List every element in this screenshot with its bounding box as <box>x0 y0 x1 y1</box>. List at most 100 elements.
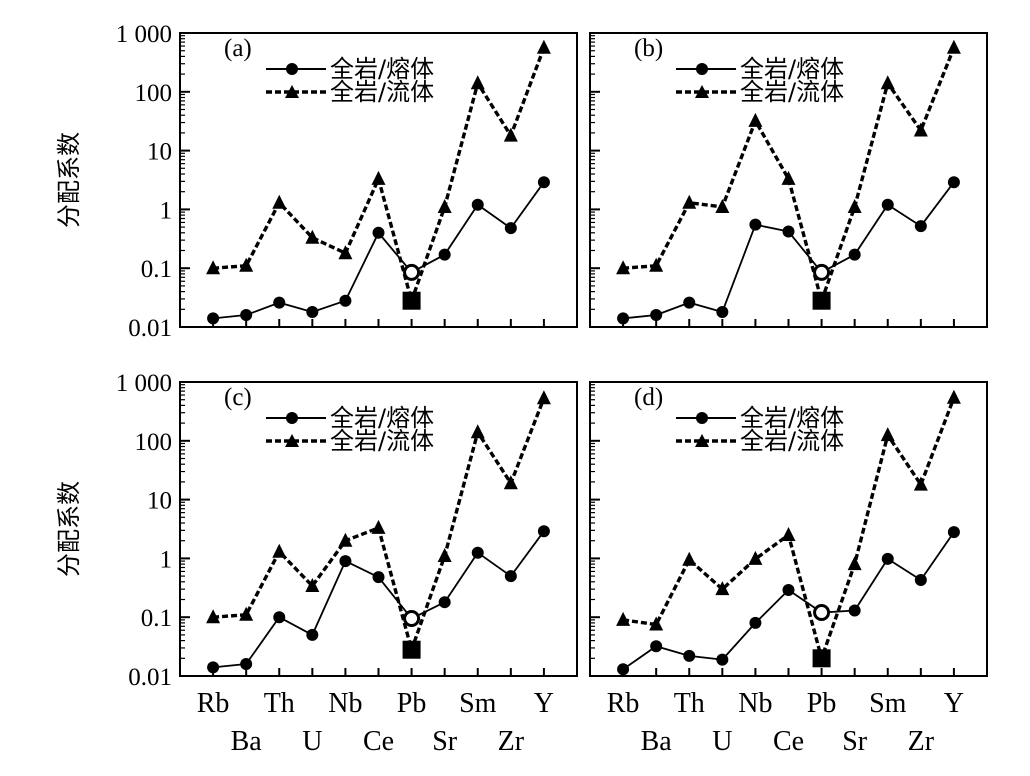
y-tick-label: 100 <box>135 80 173 107</box>
data-point-melt <box>504 222 517 235</box>
panel-label: (a) <box>224 35 252 62</box>
data-point-melt <box>881 198 894 211</box>
x-tick-label: Zr <box>498 726 525 757</box>
y-tick-label: 1 000 <box>116 370 172 397</box>
x-tick-label: Rb <box>197 688 230 719</box>
legend-marker-circle <box>696 412 708 424</box>
data-point-square <box>402 640 421 659</box>
data-point-melt <box>947 176 960 189</box>
legend-label: 全岩/熔体 <box>330 55 434 83</box>
data-point-fluid <box>239 257 254 272</box>
panel-label: (d) <box>634 384 663 411</box>
data-point-fluid <box>437 547 452 562</box>
x-tick-label: Sm <box>459 688 497 719</box>
data-point-fluid <box>880 75 895 90</box>
data-point-melt <box>372 571 385 584</box>
y-axis-label: 分配系数 <box>55 481 83 577</box>
panel-label: (b) <box>634 35 663 62</box>
legend-marker-circle <box>286 63 298 75</box>
data-point-fluid <box>503 127 518 142</box>
data-point-fluid <box>239 606 254 621</box>
data-point-open-circle <box>813 604 831 622</box>
data-point-melt <box>782 225 795 238</box>
data-point-melt <box>438 248 451 261</box>
data-point-square <box>812 649 831 668</box>
data-point-fluid <box>880 427 895 442</box>
x-tick-label: Sr <box>432 726 458 757</box>
data-point-melt <box>240 657 253 670</box>
data-point-melt <box>914 573 927 586</box>
data-point-fluid <box>272 543 287 558</box>
data-point-fluid <box>649 616 664 631</box>
data-point-fluid <box>847 198 862 213</box>
y-tick-label: 0.01 <box>128 664 172 691</box>
data-point-melt <box>881 552 894 565</box>
data-point-melt <box>749 218 762 231</box>
data-point-melt <box>306 628 319 641</box>
data-point-melt <box>207 312 220 325</box>
data-point-fluid <box>536 390 551 405</box>
data-point-fluid <box>616 260 631 275</box>
data-point-melt <box>207 661 220 674</box>
data-point-fluid <box>206 260 221 275</box>
data-point-fluid <box>470 75 485 90</box>
x-tick-label: Y <box>534 688 554 719</box>
data-point-fluid <box>338 532 353 547</box>
data-point-melt <box>617 312 630 325</box>
x-tick-label: Nb <box>738 688 772 719</box>
data-point-fluid <box>748 550 763 565</box>
data-point-melt <box>537 176 550 189</box>
legend-label: 全岩/流体 <box>330 427 434 455</box>
data-point-melt <box>749 616 762 629</box>
data-point-fluid <box>781 170 796 185</box>
data-point-melt <box>471 546 484 559</box>
data-point-melt <box>471 198 484 211</box>
data-point-open-circle <box>403 263 421 281</box>
data-point-melt <box>650 640 663 653</box>
data-point-melt <box>914 220 927 233</box>
data-point-melt <box>716 653 729 666</box>
data-point-fluid <box>946 39 961 54</box>
x-tick-label: Ba <box>641 726 673 757</box>
data-point-fluid <box>913 122 928 137</box>
data-point-fluid <box>616 611 631 626</box>
data-point-melt <box>683 649 696 662</box>
data-point-melt <box>947 526 960 539</box>
y-tick-label: 1 <box>160 197 173 224</box>
x-tick-label: Th <box>264 688 295 719</box>
x-tick-label: Ba <box>231 726 263 757</box>
x-tick-label: Ce <box>363 726 394 757</box>
series-line-melt <box>212 181 545 320</box>
y-tick-label: 1 000 <box>116 21 172 48</box>
data-point-melt <box>438 596 451 609</box>
data-point-square <box>812 291 831 310</box>
legend-label: 全岩/流体 <box>330 78 434 106</box>
x-tick-label: U <box>302 726 322 757</box>
data-point-melt <box>537 525 550 538</box>
data-point-melt <box>848 248 861 261</box>
y-axis-label: 分配系数 <box>55 132 83 228</box>
data-point-melt <box>504 570 517 583</box>
y-tick-label: 10 <box>147 139 172 166</box>
y-tick-label: 1 <box>160 546 173 573</box>
legend-label: 全岩/熔体 <box>330 404 434 432</box>
panel-label: (c) <box>224 384 252 411</box>
data-point-fluid <box>715 198 730 213</box>
data-point-fluid <box>437 198 452 213</box>
data-point-melt <box>273 611 286 624</box>
data-point-square <box>402 291 421 310</box>
data-point-fluid <box>338 245 353 260</box>
series-line-melt <box>212 530 545 669</box>
data-point-fluid <box>536 39 551 54</box>
data-point-open-circle <box>403 610 421 628</box>
data-point-fluid <box>748 112 763 127</box>
data-point-fluid <box>371 519 386 534</box>
x-tick-label: Sm <box>869 688 907 719</box>
data-point-melt <box>617 663 630 676</box>
data-point-melt <box>306 305 319 318</box>
data-point-melt <box>273 296 286 309</box>
